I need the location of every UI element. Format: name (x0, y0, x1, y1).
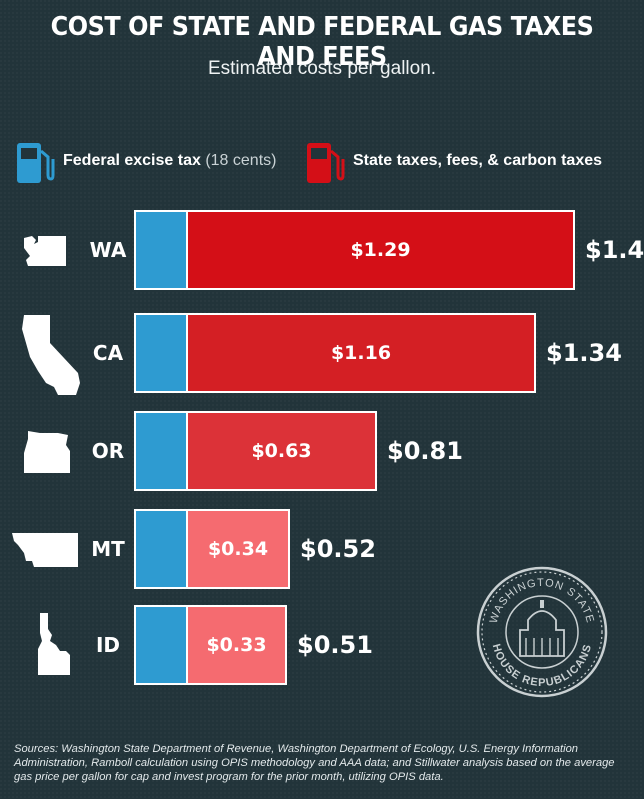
bar-segment-state: $0.33 (188, 605, 287, 685)
stacked-bar: $0.34 (134, 509, 290, 589)
legend-state: State taxes, fees, & carbon taxes (305, 136, 602, 186)
gas-pump-icon (307, 143, 345, 183)
state-outline-icon (24, 236, 66, 266)
bar-value-label: $0.34 (207, 538, 269, 560)
bar-row-id: ID $0.33 $0.51 (0, 605, 644, 689)
bar-value-label: $1.16 (330, 342, 392, 364)
chart-subtitle: Estimated costs per gallon. (207, 58, 437, 79)
total-label: $0.51 (297, 631, 373, 659)
state-abbreviation: MT (91, 537, 125, 561)
bar-value-label: $0.63 (251, 440, 312, 462)
legend-federal-label: Federal excise tax (63, 152, 201, 169)
state-outline-icon (12, 533, 78, 567)
bar-row-or: OR $0.63 $0.81 (0, 411, 644, 495)
state-outline-icon (24, 431, 70, 473)
stacked-bar: $0.63 (134, 411, 377, 491)
bar-value-label: $0.33 (206, 634, 267, 656)
bar-row-ca: CA $1.16 $1.34 (0, 313, 644, 397)
sources-note: Sources: Washington State Department of … (14, 743, 615, 783)
bar-value-label: $1.29 (350, 239, 411, 261)
legend-federal-note: (18 cents) (205, 152, 277, 169)
bar-segment-state: $0.34 (188, 509, 290, 589)
bar-segment-federal (134, 509, 188, 589)
stacked-bar: $1.16 (134, 313, 536, 393)
gas-pump-icon (17, 143, 55, 183)
total-label: $0.81 (387, 437, 463, 465)
bar-segment-federal (134, 313, 188, 393)
stacked-bar: $0.33 (134, 605, 287, 685)
state-abbreviation: CA (92, 341, 124, 365)
state-outline-icon (22, 315, 80, 395)
bar-segment-federal (134, 605, 188, 685)
total-label: $1.47 (585, 236, 644, 264)
bar-segment-federal (134, 411, 188, 491)
seal-logo: WASHINGTON STATE HOUSE REPUBLICANS (476, 566, 608, 698)
total-label: $0.52 (300, 535, 376, 563)
chart-title: COST OF STATE AND FEDERAL GAS TAXES AND … (50, 12, 594, 72)
stacked-bar: $1.29 (134, 210, 575, 290)
state-abbreviation: WA (89, 238, 127, 262)
bar-segment-state: $0.63 (188, 411, 377, 491)
bar-segment-state: $1.16 (188, 313, 536, 393)
bar-row-wa: WA $1.29 $1.47 (0, 210, 644, 294)
legend-federal: Federal excise tax (18 cents) (15, 136, 276, 186)
state-outline-icon (38, 613, 70, 675)
bar-segment-federal (134, 210, 188, 290)
state-abbreviation: OR (91, 439, 125, 463)
state-abbreviation: ID (95, 633, 121, 657)
legend-state-label: State taxes, fees, & carbon taxes (353, 152, 603, 169)
bar-row-mt: MT $0.34 $0.52 (0, 509, 644, 593)
total-label: $1.34 (546, 339, 622, 367)
bar-segment-state: $1.29 (188, 210, 575, 290)
